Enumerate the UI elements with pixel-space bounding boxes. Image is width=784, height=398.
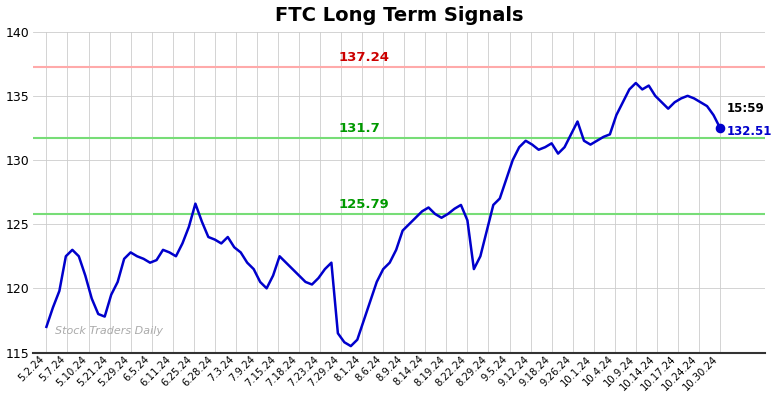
Text: 132.51: 132.51 <box>727 125 771 138</box>
Text: 137.24: 137.24 <box>339 51 390 64</box>
Point <box>713 125 726 131</box>
Text: 125.79: 125.79 <box>339 198 390 211</box>
Text: Stock Traders Daily: Stock Traders Daily <box>56 326 163 336</box>
Text: 131.7: 131.7 <box>339 122 380 135</box>
Text: 15:59: 15:59 <box>727 102 764 115</box>
Title: FTC Long Term Signals: FTC Long Term Signals <box>275 6 524 25</box>
